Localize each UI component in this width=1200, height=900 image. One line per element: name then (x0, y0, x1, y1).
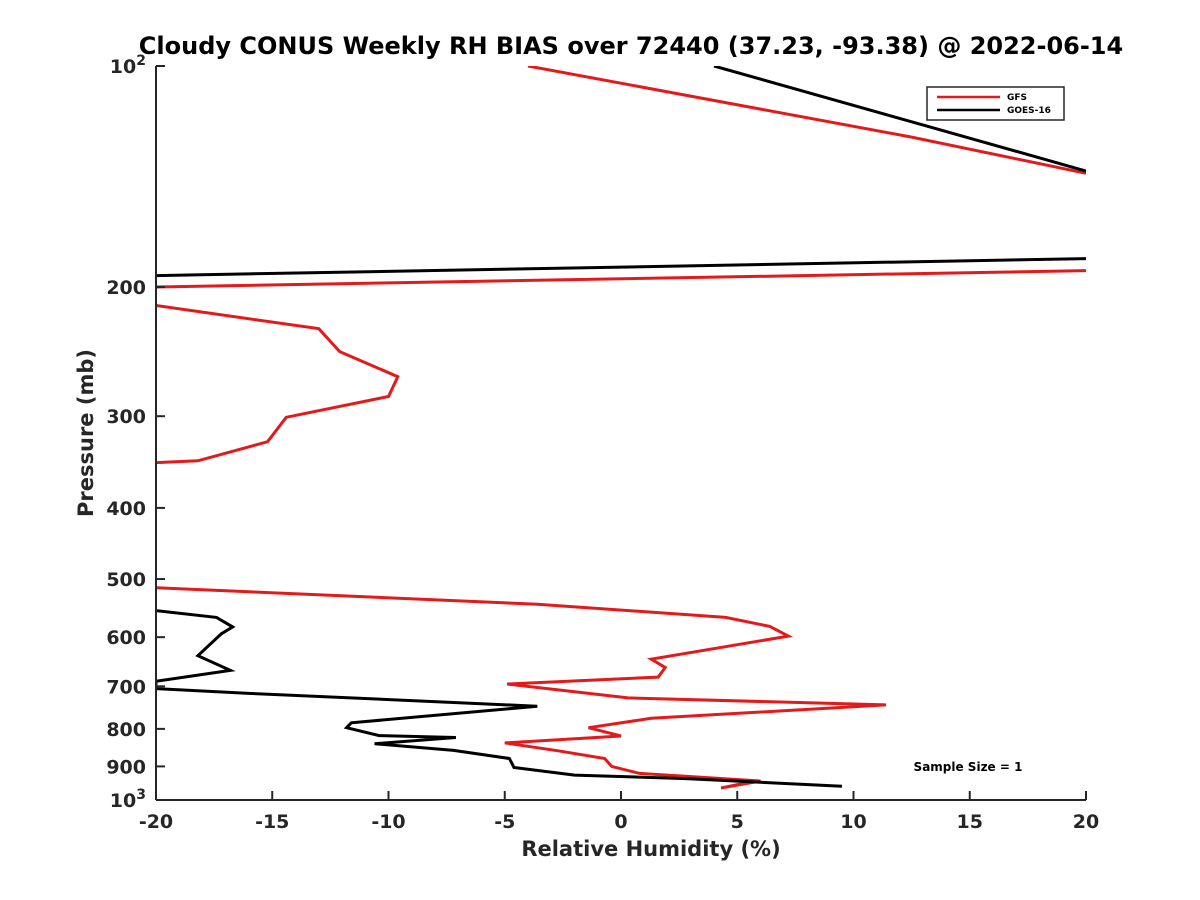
series-line-gfs-2 (156, 269, 1086, 289)
y-tick-label: 400 (106, 498, 146, 520)
series-line-goes-16-1 (713, 66, 1086, 173)
x-tick-label: 20 (1073, 811, 1099, 833)
legend-label-gfs: GFS (1007, 93, 1027, 103)
y-tick-label: 500 (106, 569, 146, 591)
x-tick-label: -10 (371, 811, 405, 833)
x-tick-label: 5 (731, 811, 744, 833)
y-tick-label: 300 (106, 406, 146, 428)
legend-box (926, 86, 1065, 121)
sample-size-annotation: Sample Size = 1 (914, 760, 1023, 774)
x-tick-label: -15 (255, 811, 289, 833)
y-tick-exponent: 2 (136, 53, 146, 69)
x-tick-label: 10 (840, 811, 866, 833)
y-tick-label: 600 (106, 627, 146, 649)
y-tick-exponent: 3 (136, 787, 146, 803)
series-line-goes-16-3 (156, 609, 842, 788)
series-line-gfs-3 (156, 304, 400, 465)
x-tick-label: 0 (614, 811, 627, 833)
series-line-goes-16-2 (156, 257, 1086, 278)
chart-title: Cloudy CONUS Weekly RH BIAS over 72440 (… (139, 32, 1123, 60)
plot-lines (156, 66, 1086, 790)
legend: GFS GOES-16 (926, 86, 1065, 121)
y-tick-label: 200 (106, 277, 146, 299)
x-tick-label: -20 (139, 811, 173, 833)
x-tick-label: -5 (494, 811, 515, 833)
y-axis-label: Pressure (mb) (74, 349, 98, 517)
y-tick-label: 800 (106, 719, 146, 741)
x-axis-label: Relative Humidity (%) (521, 837, 780, 861)
series-line-gfs-1 (527, 66, 1086, 175)
y-tick-label: 900 (106, 756, 146, 778)
axes: -20 -15 -10 -5 0 5 10 15 20102200300400500600700… (106, 53, 1099, 833)
series-line-gfs-4 (156, 586, 887, 790)
x-tick-label: 15 (957, 811, 983, 833)
y-tick-label: 700 (106, 676, 146, 698)
legend-label-goes-16: GOES-16 (1007, 106, 1051, 116)
